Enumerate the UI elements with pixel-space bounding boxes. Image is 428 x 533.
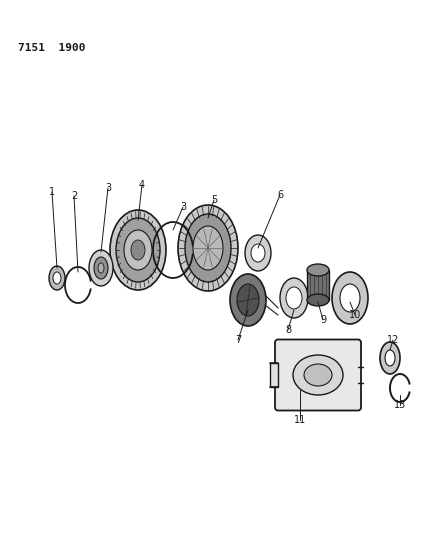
Ellipse shape (53, 272, 61, 284)
Ellipse shape (251, 244, 265, 262)
Ellipse shape (131, 240, 145, 260)
Ellipse shape (193, 226, 223, 270)
Ellipse shape (385, 350, 395, 366)
Ellipse shape (124, 230, 152, 270)
Text: 5: 5 (211, 195, 217, 205)
Ellipse shape (245, 235, 271, 271)
Ellipse shape (94, 257, 108, 279)
FancyBboxPatch shape (275, 340, 361, 410)
Text: 11: 11 (294, 415, 306, 425)
Text: 3: 3 (180, 202, 186, 212)
FancyBboxPatch shape (307, 270, 329, 300)
Ellipse shape (286, 287, 302, 309)
Text: 3: 3 (105, 183, 111, 193)
Ellipse shape (230, 274, 266, 326)
Ellipse shape (280, 278, 308, 318)
Ellipse shape (307, 294, 329, 306)
Ellipse shape (304, 364, 332, 386)
Ellipse shape (49, 266, 65, 290)
Text: 13: 13 (394, 400, 406, 410)
Ellipse shape (185, 214, 231, 282)
Text: 8: 8 (285, 325, 291, 335)
Text: 9: 9 (320, 315, 326, 325)
Ellipse shape (116, 218, 160, 282)
Text: 10: 10 (349, 310, 361, 320)
Ellipse shape (380, 342, 400, 374)
Ellipse shape (178, 205, 238, 291)
FancyBboxPatch shape (270, 363, 278, 387)
Text: 6: 6 (277, 190, 283, 200)
Text: 4: 4 (139, 180, 145, 190)
Text: 7151  1900: 7151 1900 (18, 43, 86, 53)
Ellipse shape (340, 284, 360, 312)
Text: 1: 1 (49, 187, 55, 197)
Text: 2: 2 (71, 191, 77, 201)
Ellipse shape (332, 272, 368, 324)
Text: 12: 12 (387, 335, 399, 345)
Ellipse shape (110, 210, 166, 290)
Ellipse shape (237, 284, 259, 316)
Ellipse shape (89, 250, 113, 286)
Ellipse shape (293, 355, 343, 395)
Ellipse shape (98, 263, 104, 273)
Text: 7: 7 (235, 335, 241, 345)
Ellipse shape (307, 264, 329, 276)
